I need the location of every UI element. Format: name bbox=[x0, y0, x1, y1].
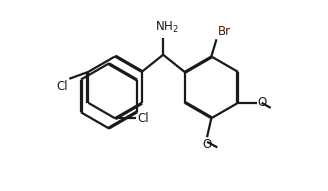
Text: Br: Br bbox=[218, 25, 231, 38]
Text: Cl: Cl bbox=[137, 112, 149, 125]
Text: O: O bbox=[202, 138, 212, 151]
Text: O: O bbox=[258, 96, 267, 109]
Text: Cl: Cl bbox=[57, 80, 69, 93]
Text: NH$_2$: NH$_2$ bbox=[155, 20, 178, 35]
